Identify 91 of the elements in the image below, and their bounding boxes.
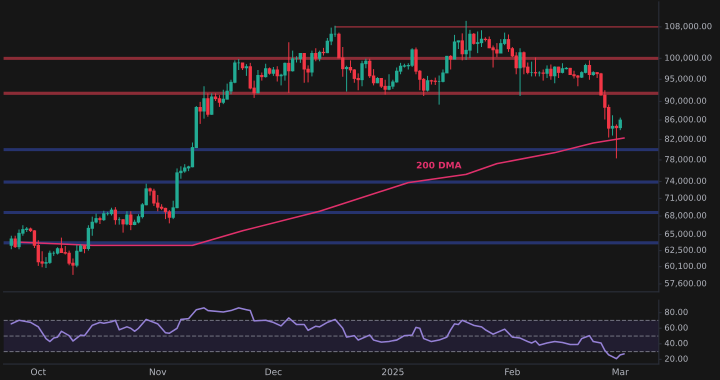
candlestick (584, 63, 588, 74)
candlestick (102, 210, 106, 222)
candlestick (222, 89, 225, 105)
candlestick (387, 74, 391, 91)
candlestick (218, 94, 222, 108)
candlestick (129, 210, 132, 231)
candlestick (75, 244, 78, 268)
candlestick (542, 69, 545, 82)
candlestick (10, 235, 13, 250)
x-tick-label: Nov (150, 368, 166, 376)
candlestick (152, 188, 156, 206)
y-tick-label: 100,000.00 (665, 54, 712, 62)
candlestick (17, 229, 21, 250)
y-tick-label: 86,000.00 (664, 116, 706, 124)
candlestick (13, 235, 17, 248)
line-series (18, 137, 625, 246)
x-tick-label: Mar (612, 368, 629, 376)
series-label: 200 DMA (416, 162, 462, 169)
y-tick-label: 108,000.00 (665, 22, 712, 30)
x-tick-label: Dec (266, 368, 282, 376)
candlestick (426, 75, 430, 92)
candlestick (534, 57, 538, 77)
candlestick (556, 66, 560, 79)
candlestick (472, 32, 476, 46)
candlestick (318, 50, 322, 62)
candlestick (383, 79, 387, 96)
y-tick-label: 65,000.00 (664, 230, 706, 238)
y-tick-label: 90,000.00 (664, 98, 706, 105)
candlestick (588, 60, 592, 80)
y-tick-label: 74,000.00 (665, 178, 706, 185)
candlestick (410, 48, 414, 68)
candlestick (344, 65, 348, 92)
candlestick (553, 66, 556, 84)
candlestick (545, 64, 549, 79)
y-tick-label: 62,500.00 (664, 246, 706, 254)
candlestick (114, 206, 118, 226)
candlestick (614, 124, 618, 159)
candlestick (522, 50, 526, 75)
candlestick (198, 101, 202, 124)
candlestick (549, 64, 553, 80)
candlestick (290, 50, 294, 72)
x-tick-label: Feb (505, 368, 520, 376)
candlestick (560, 62, 564, 74)
candlestick (302, 52, 306, 84)
line-series (10, 307, 625, 360)
candlestick (476, 30, 480, 54)
y-tick-label: 71,000.00 (665, 194, 706, 202)
candlestick (164, 207, 168, 220)
y-tick-label: 78,000.00 (665, 156, 706, 164)
candlestick (125, 210, 129, 226)
y-tick-label: 82,000.00 (664, 136, 706, 143)
candlestick (310, 50, 314, 77)
candlestick (506, 34, 510, 52)
candlestick (206, 92, 210, 118)
y-tick-label: 57,600.00 (665, 280, 706, 288)
candlestick (168, 210, 171, 224)
y-tick-label: 40.00 (664, 340, 688, 346)
candlestick (298, 52, 302, 64)
x-tick-label: 2025 (382, 368, 404, 376)
candlestick (256, 69, 260, 94)
y-tick-label: 95,000.00 (664, 75, 706, 83)
candlestick (495, 42, 499, 58)
candlestick (276, 66, 279, 82)
candlestick (244, 64, 248, 76)
candlestick (48, 250, 52, 264)
candlestick (264, 63, 268, 78)
candlestick (121, 218, 125, 234)
candlestick (468, 29, 472, 58)
candlestick (60, 237, 64, 254)
y-tick-label: 68,000.00 (664, 212, 706, 220)
candlestick (287, 42, 290, 94)
candlestick (210, 92, 214, 116)
candlestick (452, 34, 456, 60)
candlestick (44, 256, 48, 268)
y-tick-label: 20.00 (664, 355, 688, 362)
x-tick-label: Oct (30, 368, 46, 376)
candlestick (449, 54, 452, 70)
candlestick (283, 62, 287, 82)
candlestick (518, 48, 522, 97)
candlestick (225, 83, 229, 100)
candlestick (356, 72, 360, 91)
candlestick (460, 32, 464, 61)
candlestick (618, 117, 622, 131)
candlestick (314, 48, 318, 62)
candlestick (202, 86, 206, 120)
y-tick-label: 60.00 (664, 324, 688, 331)
y-tick-label: 60,100.00 (664, 262, 706, 270)
candlestick (576, 74, 580, 87)
candlestick (86, 224, 90, 252)
candlestick (464, 20, 468, 60)
y-tick-label: 80.00 (664, 308, 688, 316)
